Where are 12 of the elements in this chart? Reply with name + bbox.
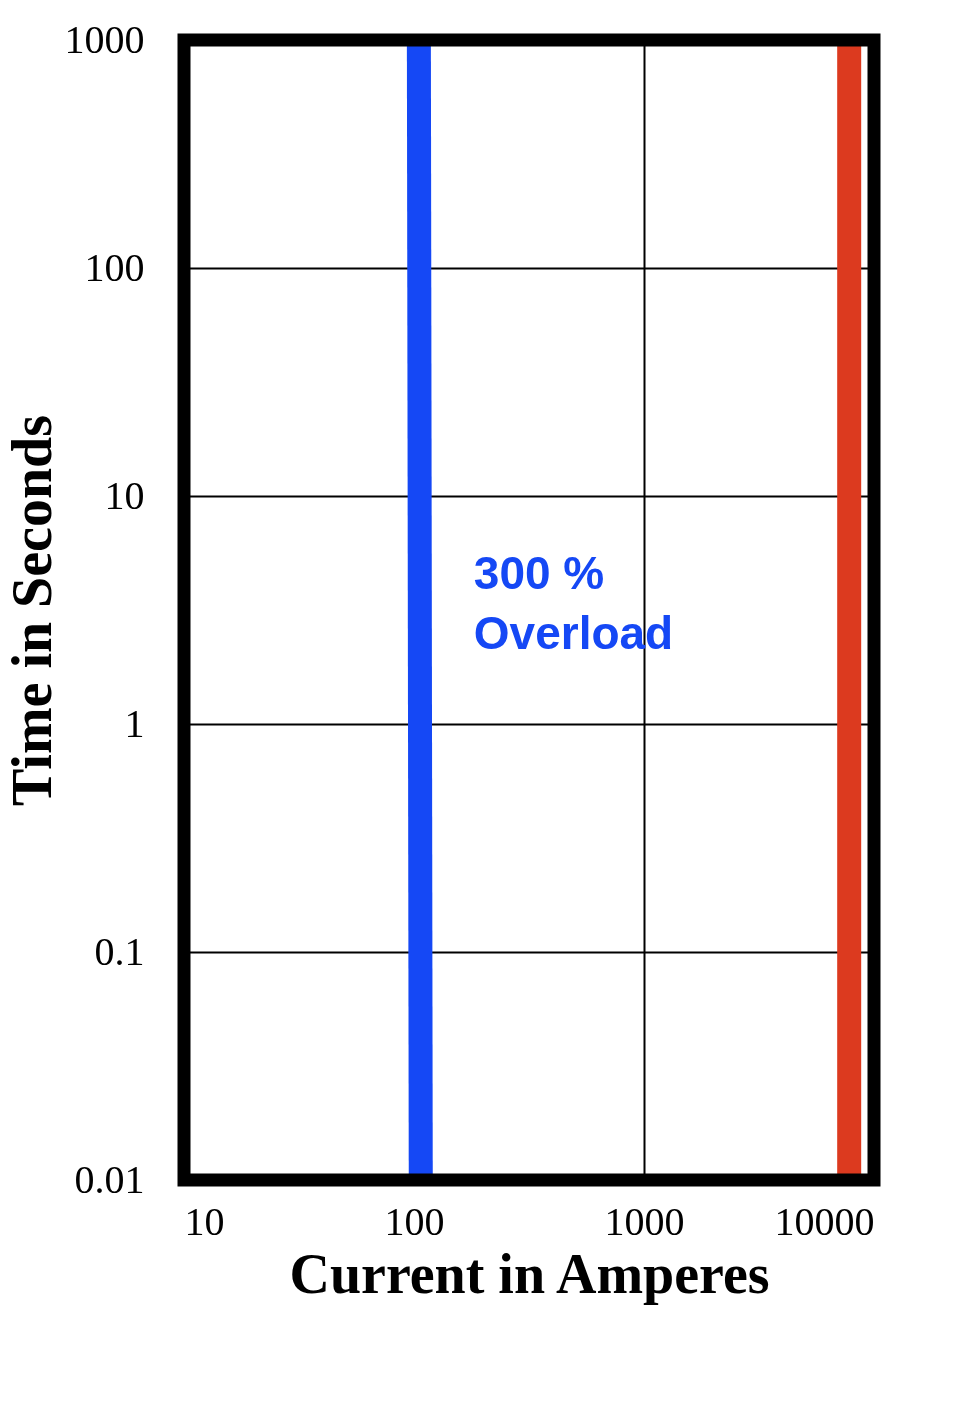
y-tick-label: 0.1 xyxy=(94,928,145,974)
y-axis-title: Time in Seconds xyxy=(0,414,63,807)
y-tick-label: 10 xyxy=(104,472,145,518)
x-axis-title: Current in Amperes xyxy=(289,1242,770,1305)
x-tick-label: 1000 xyxy=(604,1198,685,1244)
y-tick-label: 1000 xyxy=(64,16,145,62)
x-tick-label: 100 xyxy=(384,1198,445,1244)
x-tick-label: 10000 xyxy=(774,1198,875,1244)
y-tick-label: 1 xyxy=(124,700,145,746)
x-tick-label: 10 xyxy=(184,1198,225,1244)
y-tick-label: 100 xyxy=(84,244,145,290)
y-tick-label: 0.01 xyxy=(74,1156,145,1202)
